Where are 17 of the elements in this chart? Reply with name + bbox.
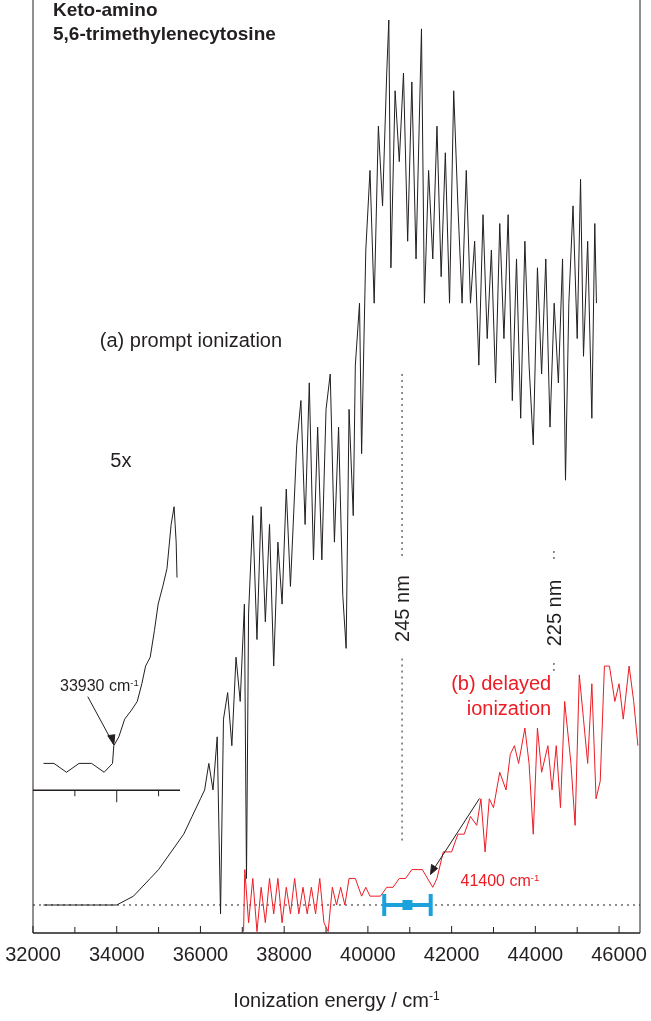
x-axis-title: Ionization energy / cm$^{-1}$ <box>233 989 440 1011</box>
x-tick-label: 38000 <box>256 943 312 965</box>
text: (a) prompt ionization <box>99 329 283 352</box>
ref-line-label: 225 nm <box>542 579 565 647</box>
x-tick-label: 42000 <box>423 943 480 965</box>
x-tick-label: 40000 <box>340 943 396 965</box>
annotation: 41400 cm$^{-1}$ <box>460 871 540 890</box>
x-tick-label: 32000 <box>5 943 61 965</box>
text: 5x <box>110 448 132 471</box>
x-tick-label: 34000 <box>88 943 145 965</box>
annotation: 33930 cm$^{-1}$ <box>60 676 139 694</box>
x-tick-label: 46000 <box>591 943 647 965</box>
ref-line-label: 245 nm <box>391 575 414 642</box>
x-tick-label: 36000 <box>172 943 229 965</box>
series-label: (b) delayed ionization <box>451 671 552 719</box>
x-tick-label: 44000 <box>507 943 564 965</box>
chart-title: Keto-amino 5,6-trimethylenecytosine <box>53 0 276 44</box>
